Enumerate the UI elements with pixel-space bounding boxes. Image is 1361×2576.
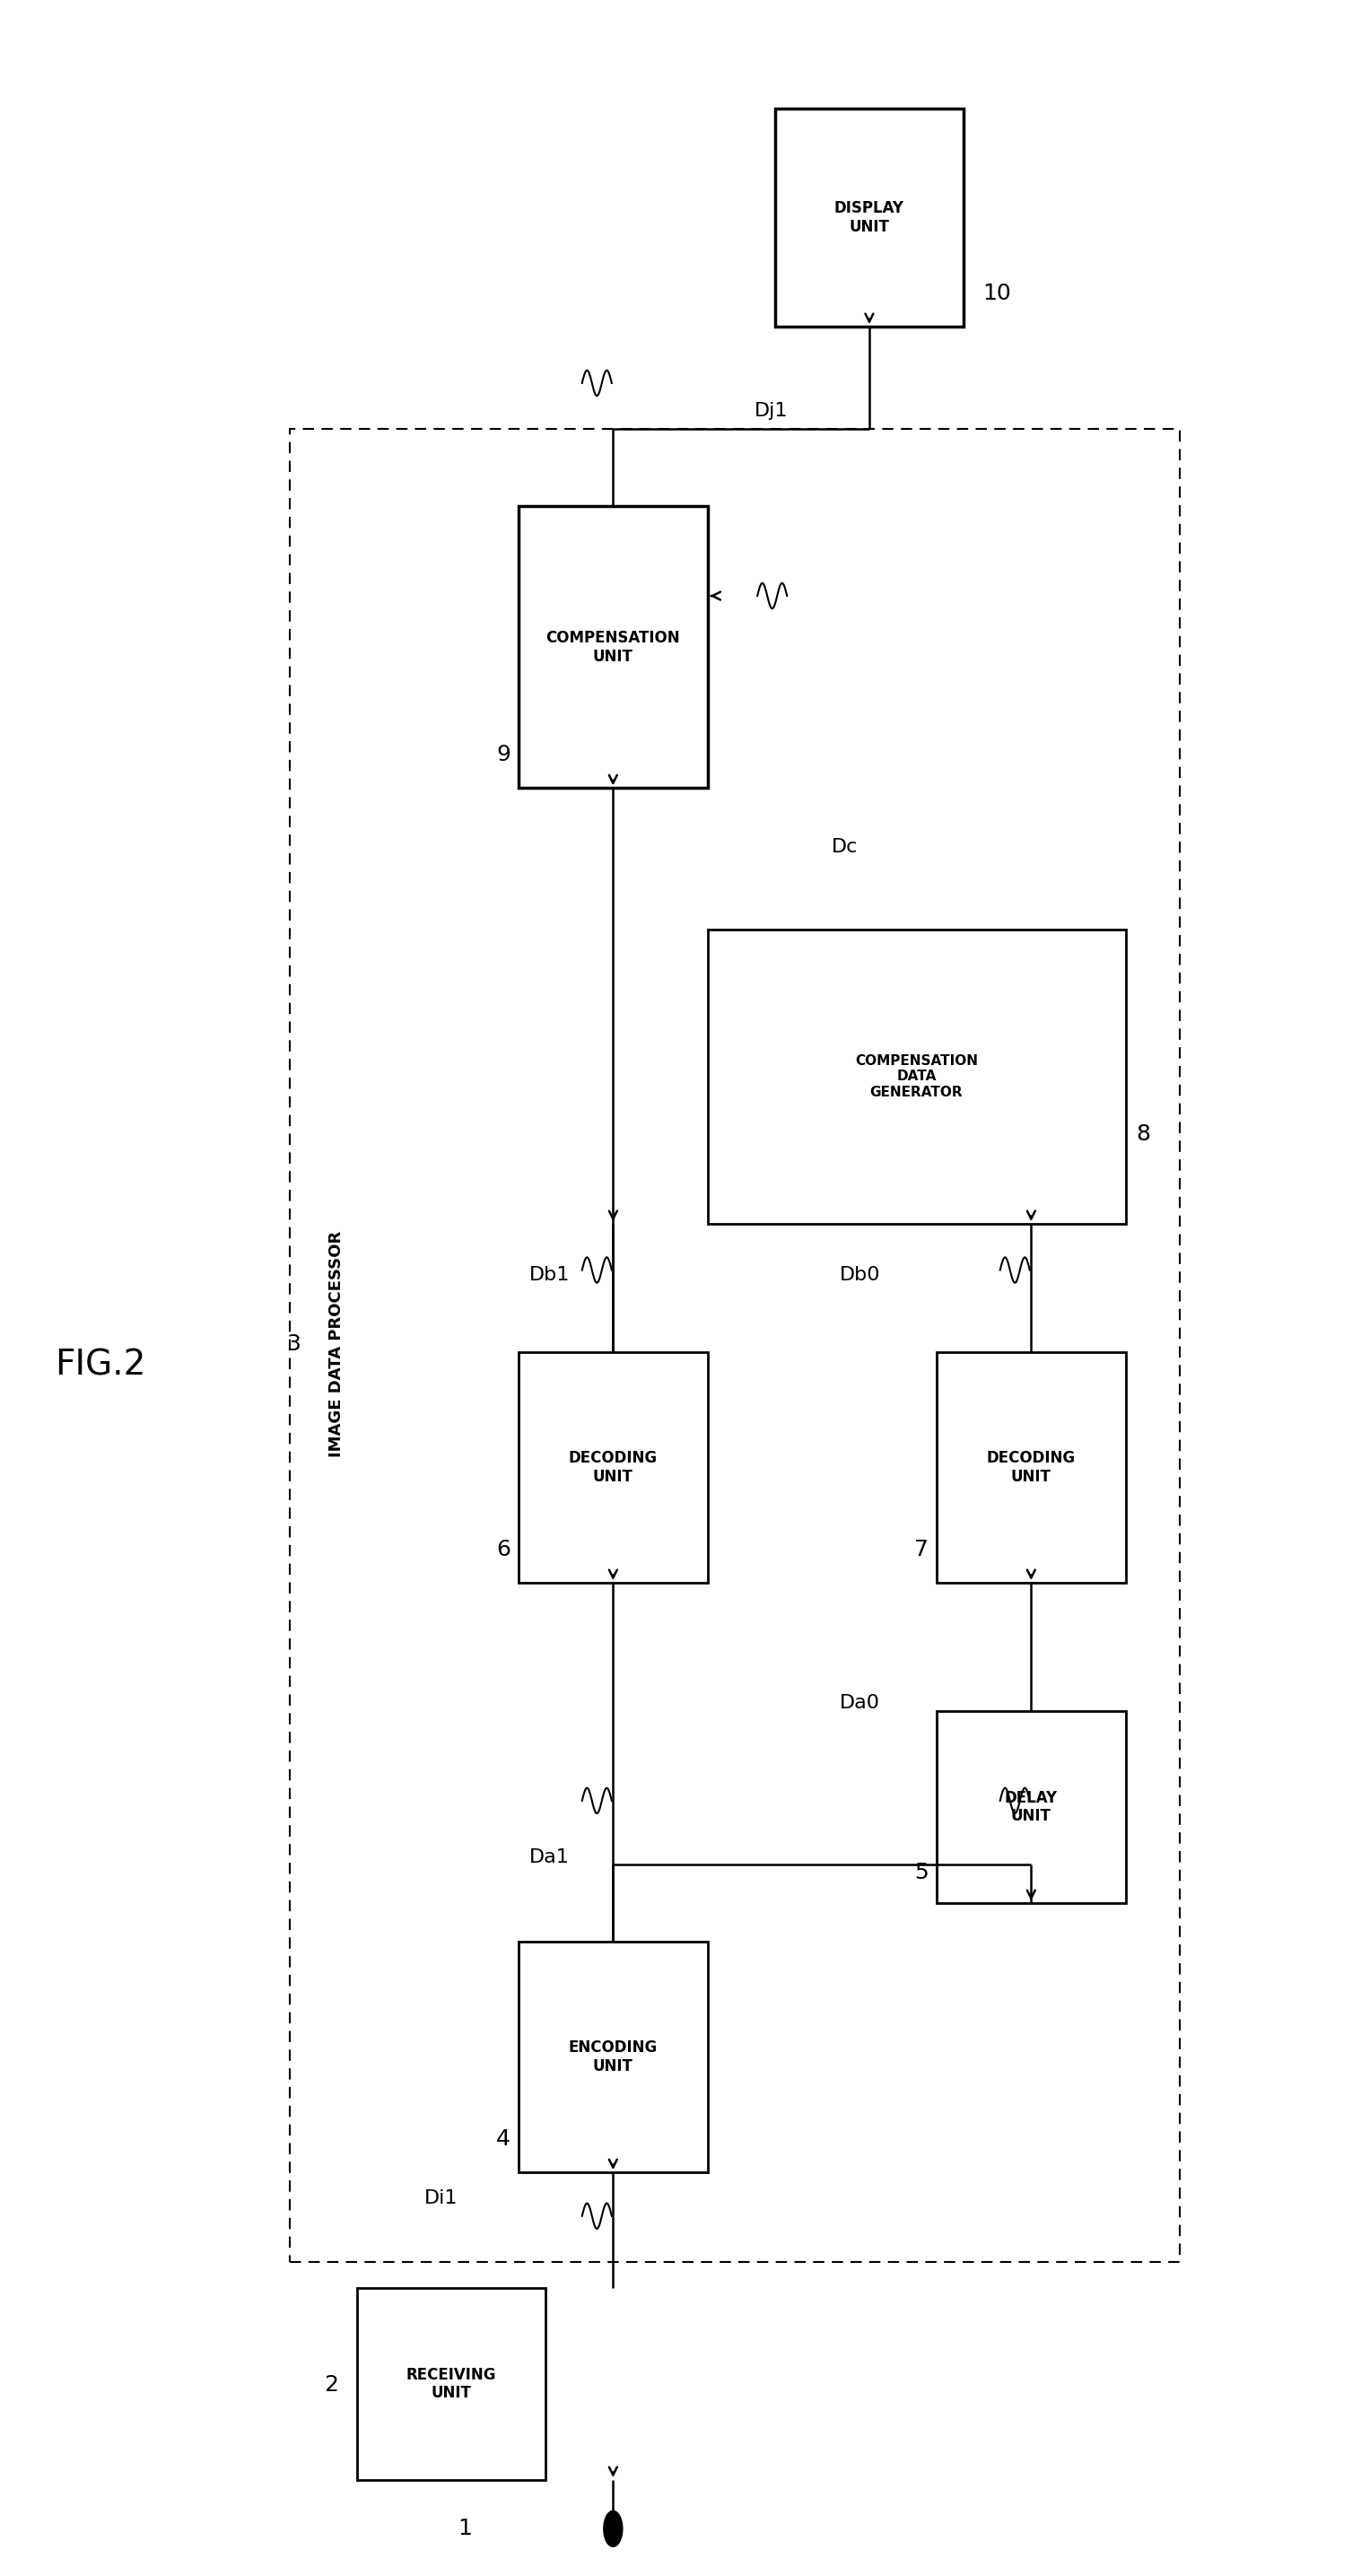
- Text: ENCODING
UNIT: ENCODING UNIT: [569, 2040, 657, 2074]
- Text: RECEIVING
UNIT: RECEIVING UNIT: [406, 2367, 497, 2401]
- Text: 3: 3: [286, 1334, 301, 1355]
- Text: Da1: Da1: [529, 1847, 570, 1865]
- Text: COMPENSATION
UNIT: COMPENSATION UNIT: [546, 629, 680, 665]
- Text: FIG.2: FIG.2: [56, 1347, 146, 1381]
- Bar: [519, 1942, 708, 2172]
- Text: 1: 1: [459, 2517, 472, 2540]
- Text: 7: 7: [915, 1538, 928, 1561]
- Text: Dj1: Dj1: [754, 402, 788, 420]
- Text: COMPENSATION
DATA
GENERATOR: COMPENSATION DATA GENERATOR: [855, 1054, 979, 1100]
- Text: 6: 6: [497, 1538, 510, 1561]
- Bar: [357, 2287, 546, 2481]
- Bar: [290, 430, 1180, 2262]
- Text: Di1: Di1: [425, 2190, 457, 2208]
- Text: IMAGE DATA PROCESSOR: IMAGE DATA PROCESSOR: [328, 1231, 344, 1458]
- Bar: [774, 108, 964, 327]
- Text: Db1: Db1: [529, 1267, 570, 1285]
- Text: 2: 2: [324, 2375, 338, 2396]
- Bar: [519, 1352, 708, 1582]
- Text: Da0: Da0: [840, 1695, 881, 1713]
- Text: 9: 9: [497, 744, 510, 765]
- Text: Db0: Db0: [840, 1267, 881, 1285]
- Text: 10: 10: [983, 283, 1011, 304]
- Bar: [708, 930, 1126, 1224]
- Text: 4: 4: [497, 2128, 510, 2151]
- Bar: [519, 505, 708, 788]
- Text: DELAY
UNIT: DELAY UNIT: [1004, 1790, 1057, 1824]
- Text: Dc: Dc: [832, 837, 857, 855]
- Text: DECODING
UNIT: DECODING UNIT: [569, 1450, 657, 1484]
- Text: 5: 5: [915, 1862, 928, 1883]
- Circle shape: [604, 2512, 622, 2548]
- Bar: [936, 1352, 1126, 1582]
- Text: 8: 8: [1136, 1123, 1150, 1144]
- Text: DECODING
UNIT: DECODING UNIT: [987, 1450, 1075, 1484]
- Text: DISPLAY
UNIT: DISPLAY UNIT: [834, 201, 904, 234]
- Bar: [936, 1710, 1126, 1904]
